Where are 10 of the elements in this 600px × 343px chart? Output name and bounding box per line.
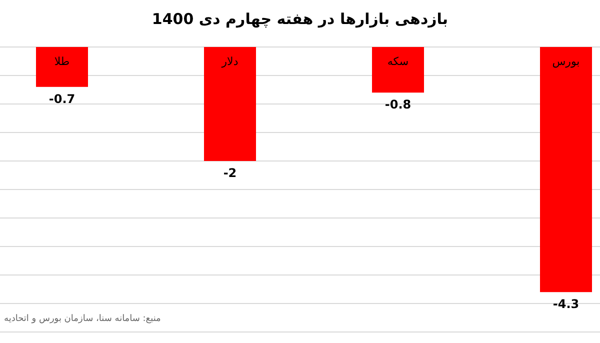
category: بورس [552,55,580,68]
data-label: -4.3 [552,297,580,312]
title: بازدهی بازارها در هفته چهارم دی 1400 [152,10,448,28]
data-label: -2 [223,166,237,180]
category: طلا [54,55,70,68]
data-label: -0.8 [384,98,412,112]
category: دلار [222,55,238,68]
data-label: -0.7 [48,92,76,106]
category: سکه [387,55,409,68]
annotation: منبع: سامانه سنا، سازمان بورس و اتحادیه [4,314,161,324]
